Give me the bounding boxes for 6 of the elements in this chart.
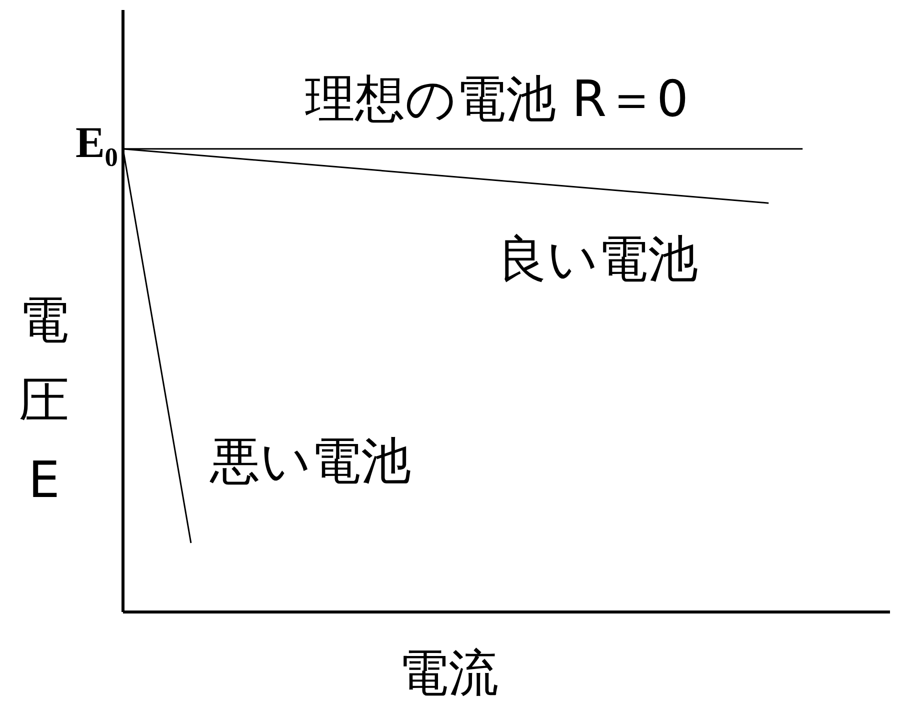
- series-label: 良い電池: [497, 229, 698, 290]
- series-label: 悪い電池: [210, 431, 411, 492]
- text: E₀: [75, 117, 118, 168]
- x-axis-title: 電流: [398, 643, 500, 704]
- y-axis-title: 電圧 E: [18, 290, 70, 511]
- series-label: 理想の電池 R＝0: [305, 69, 688, 130]
